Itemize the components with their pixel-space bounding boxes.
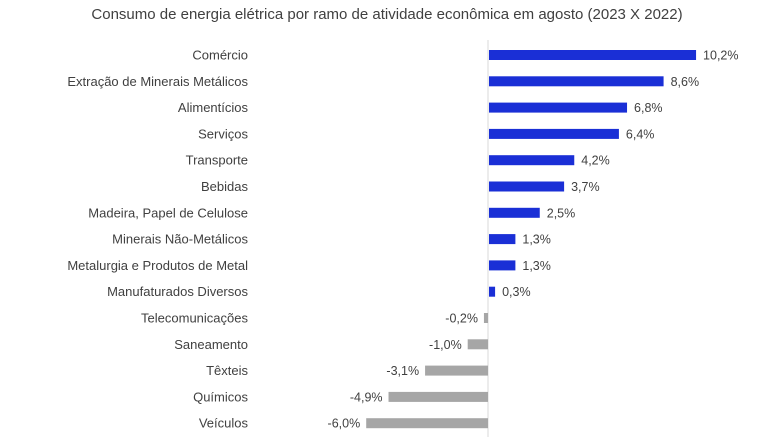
bar (425, 365, 488, 376)
value-label: -6,0% (328, 417, 361, 431)
category-label: Metalurgia e Produtos de Metal (67, 258, 248, 273)
value-label: 3,7% (571, 180, 600, 194)
category-label: Comércio (192, 48, 248, 63)
bar (388, 391, 488, 402)
value-label: 1,3% (522, 233, 551, 247)
category-label: Serviços (198, 126, 248, 141)
bar (489, 260, 516, 271)
category-label: Veículos (199, 416, 249, 431)
bar (489, 128, 619, 139)
value-label: -0,2% (445, 312, 478, 326)
bar (483, 313, 488, 323)
value-label: 4,2% (581, 154, 610, 168)
bar (489, 155, 575, 166)
value-label: 1,3% (522, 259, 551, 273)
bar (489, 234, 516, 245)
category-label: Transporte (186, 153, 248, 168)
chart-title: Consumo de energia elétrica por ramo de … (91, 6, 683, 23)
bar (467, 339, 488, 350)
bars-group (366, 50, 697, 429)
value-label: 6,4% (626, 127, 655, 141)
value-label: 10,2% (703, 49, 738, 63)
category-label: Saneamento (174, 337, 248, 352)
category-label: Extração de Minerais Metálicos (67, 74, 248, 89)
category-label: Alimentícios (178, 100, 249, 115)
bar (489, 76, 664, 87)
value-label: 2,5% (547, 206, 576, 220)
value-label: 8,6% (671, 75, 700, 89)
value-label: -3,1% (386, 364, 419, 378)
value-label: 6,8% (634, 101, 663, 115)
category-label: Têxteis (206, 363, 248, 378)
category-label: Madeira, Papel de Celulose (88, 205, 248, 220)
category-label: Bebidas (201, 179, 248, 194)
bar (489, 207, 540, 218)
category-label: Manufaturados Diversos (107, 284, 248, 299)
value-label: 0,3% (502, 285, 530, 299)
bar (489, 102, 628, 113)
bar (489, 50, 697, 60)
value-label: -4,9% (350, 390, 383, 404)
bar (489, 286, 496, 297)
value-labels-group: 10,2%8,6% 6,8% 6,4% 4,2% 3,7% 2,5% 1,3% 1,3% 0,3… (328, 49, 739, 431)
bar (366, 418, 488, 429)
bar (489, 181, 565, 192)
category-label: Minerais Não-Metálicos (112, 232, 248, 247)
value-label: -1,0% (429, 338, 462, 352)
category-labels-group: Comércio Extração de Minerais Metálicos Al… (67, 48, 248, 431)
category-label: Químicos (193, 389, 248, 404)
category-label: Telecomunicações (141, 311, 248, 326)
